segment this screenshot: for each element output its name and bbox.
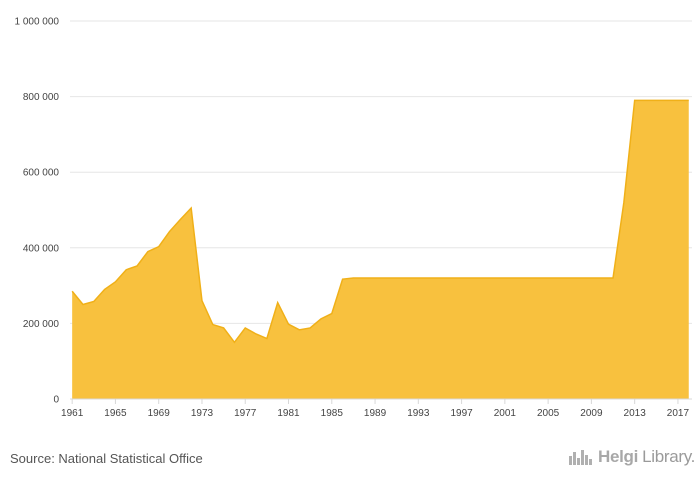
x-tick-label: 1997 [450,408,473,419]
y-tick-label: 600 000 [23,168,60,179]
x-tick-label: 1981 [277,408,300,419]
y-tick-label: 800 000 [23,92,60,103]
x-tick-label: 2001 [494,408,517,419]
x-tick-label: 2009 [580,408,603,419]
logo-text-light: Library. [642,447,696,466]
x-tick-label: 2013 [624,408,647,419]
series-area [72,100,689,399]
x-tick-label: 2005 [537,408,560,419]
x-tick-label: 1961 [61,408,84,419]
logo-text-bold: Helgi [598,447,639,466]
y-tick-label: 200 000 [23,319,60,330]
skyline-icon [569,450,592,465]
x-tick-label: 1985 [321,408,344,419]
x-tick-label: 2017 [667,408,690,419]
y-tick-label: 400 000 [23,243,60,254]
x-tick-label: 1969 [148,408,171,419]
x-axis: 1961 1965 1969 1973 1977 1981 1985 1989 1993 1997… [61,399,689,419]
source-note: Source: National Statistical Office [10,451,203,466]
x-tick-label: 1993 [407,408,430,419]
x-tick-label: 1977 [234,408,257,419]
helgi-library-logo: Helgi Library. [568,447,695,467]
y-tick-label: 1 000 000 [15,17,60,28]
y-tick-label: 0 [53,395,59,406]
y-axis: 0 200 000 400 000 600 000 800 000 1 000 000 [15,17,60,406]
x-tick-label: 1965 [104,408,127,419]
x-tick-label: 1973 [191,408,214,419]
area-chart: 0 200 000 400 000 600 000 800 000 1 000 000 1… [15,17,692,419]
x-tick-label: 1989 [364,408,387,419]
series-line [71,99,689,344]
